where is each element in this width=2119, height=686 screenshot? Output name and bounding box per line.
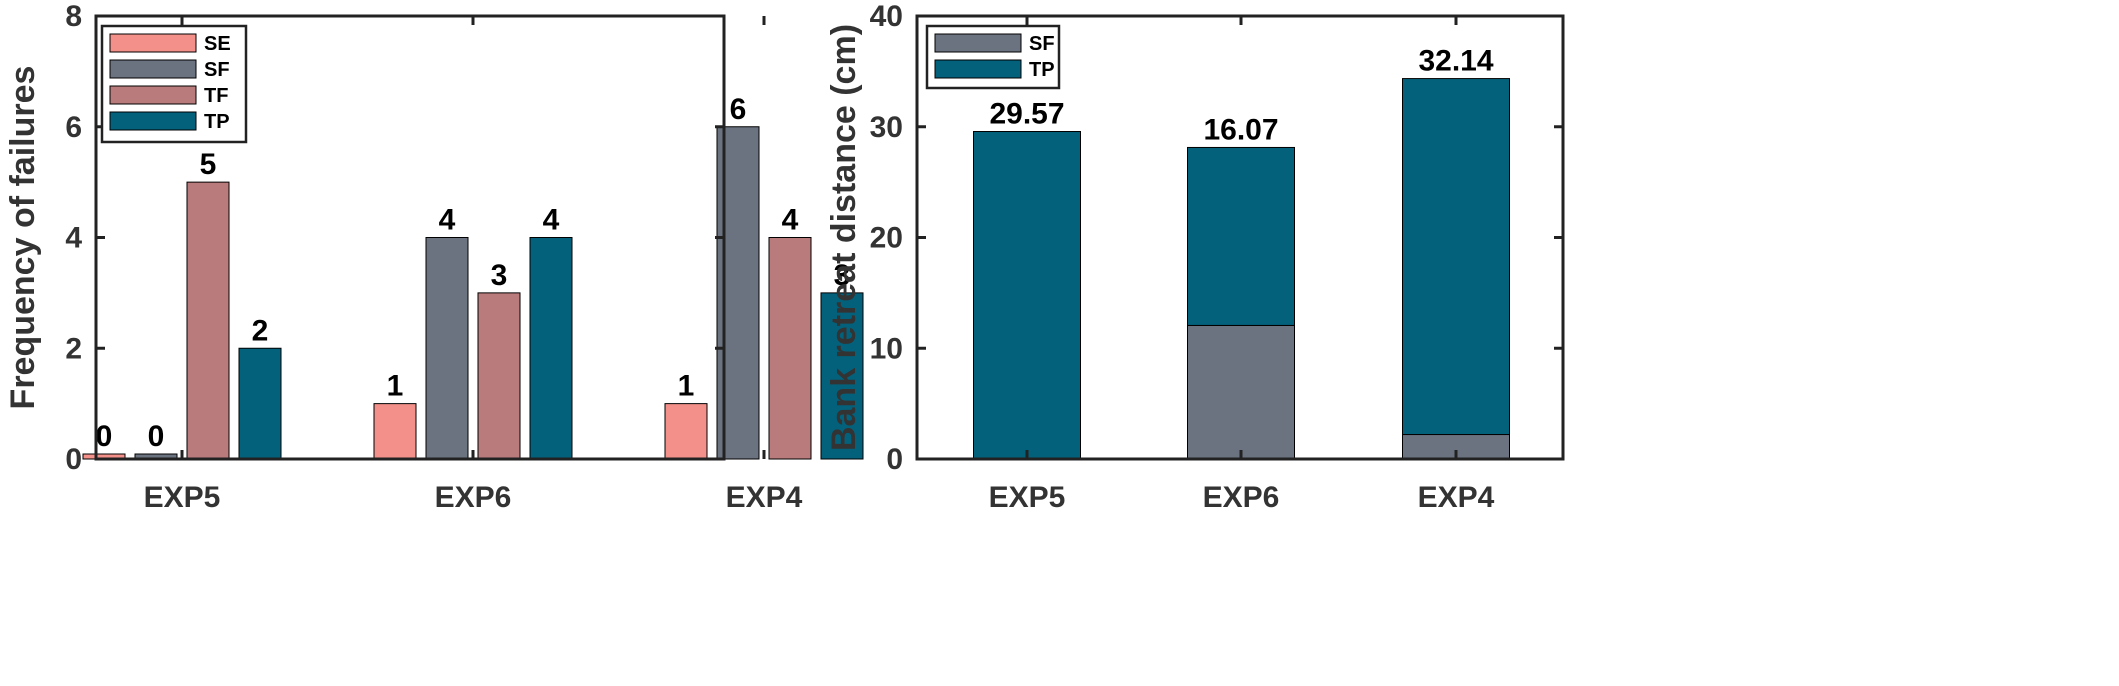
y-tick-label: 4 <box>65 222 82 255</box>
bar-tp-exp5 <box>973 131 1081 460</box>
legend: SE SF TF TP <box>100 24 248 144</box>
x-tick-label-exp6: EXP6 <box>1203 481 1280 514</box>
y-tick-label: 2 <box>65 332 82 365</box>
legend-swatch-tp <box>934 59 1022 79</box>
chart-2: 29.5712.0616.072.2132.14010203040EXP5EXP… <box>825 0 1565 514</box>
legend-label-sf: SF <box>1029 33 1055 55</box>
value-label-tf-exp5: 5 <box>200 148 217 181</box>
legend-label-tp: TP <box>1029 59 1055 81</box>
legend-label-se: SE <box>204 33 231 55</box>
bar-tp-exp4 <box>1402 78 1510 436</box>
x-tick-label-exp4: EXP4 <box>1418 481 1495 514</box>
value-label-sf-exp4: 6 <box>730 93 747 126</box>
value-label-tp-exp4: 3 <box>834 259 851 292</box>
bar-tp-exp6 <box>1187 146 1295 326</box>
bar-sf-exp6 <box>425 237 469 460</box>
value-label-tf-exp6: 3 <box>491 259 508 292</box>
x-tick-label-exp6: EXP6 <box>435 481 512 514</box>
y-tick-label: 8 <box>65 0 82 33</box>
value-label-tp-exp5: 29.57 <box>989 98 1064 131</box>
legend-swatch-tf <box>109 85 197 105</box>
bar-tp-exp6 <box>529 237 573 460</box>
value-label-tp-exp4: 32.14 <box>1418 45 1493 78</box>
y-tick-label: 6 <box>65 111 82 144</box>
y-axis-label: Frequency of failures <box>4 66 42 410</box>
x-tick-label-exp5: EXP5 <box>989 481 1066 514</box>
value-label-tp-exp6: 16.07 <box>1203 113 1278 146</box>
value-label-se-exp5: 0 <box>96 420 113 453</box>
value-label-tp-exp6: 4 <box>543 204 560 237</box>
value-label-se-exp6: 1 <box>387 370 404 403</box>
value-label-sf-exp6: 4 <box>439 204 456 237</box>
y-tick-label: 30 <box>870 111 903 144</box>
legend-swatch-sf <box>109 59 197 79</box>
bar-se-exp6 <box>373 403 417 460</box>
value-label-sf-exp5: 0 <box>148 420 165 453</box>
y-tick-label: 20 <box>870 222 903 255</box>
value-label-se-exp4: 1 <box>678 370 695 403</box>
bar-tp-exp4 <box>820 292 864 460</box>
y-tick-label: 0 <box>886 443 903 476</box>
bar-sf-exp6 <box>1187 324 1295 460</box>
value-label-tp-exp5: 2 <box>252 314 269 347</box>
bar-se-exp4 <box>664 403 708 460</box>
legend-swatch-se <box>109 33 197 53</box>
y-axis-label: Bank retreat distance (cm) <box>825 24 863 451</box>
legend: SF TP <box>925 24 1061 90</box>
y-tick-label: 10 <box>870 332 903 365</box>
bar-tf-exp6 <box>477 292 521 460</box>
legend-label-tp: TP <box>204 111 230 133</box>
y-tick-label: 0 <box>65 443 82 476</box>
legend-label-sf: SF <box>204 59 230 81</box>
x-tick-label-exp4: EXP4 <box>726 481 803 514</box>
bar-tp-exp5 <box>238 347 282 460</box>
bar-tf-exp4 <box>768 237 812 460</box>
bar-tf-exp5 <box>186 181 230 460</box>
legend-swatch-tp <box>109 111 197 131</box>
y-tick-label: 40 <box>870 0 903 33</box>
value-label-tf-exp4: 4 <box>782 204 799 237</box>
x-tick-label-exp5: EXP5 <box>144 481 221 514</box>
legend-label-tf: TF <box>204 85 228 107</box>
legend-swatch-sf <box>934 33 1022 53</box>
